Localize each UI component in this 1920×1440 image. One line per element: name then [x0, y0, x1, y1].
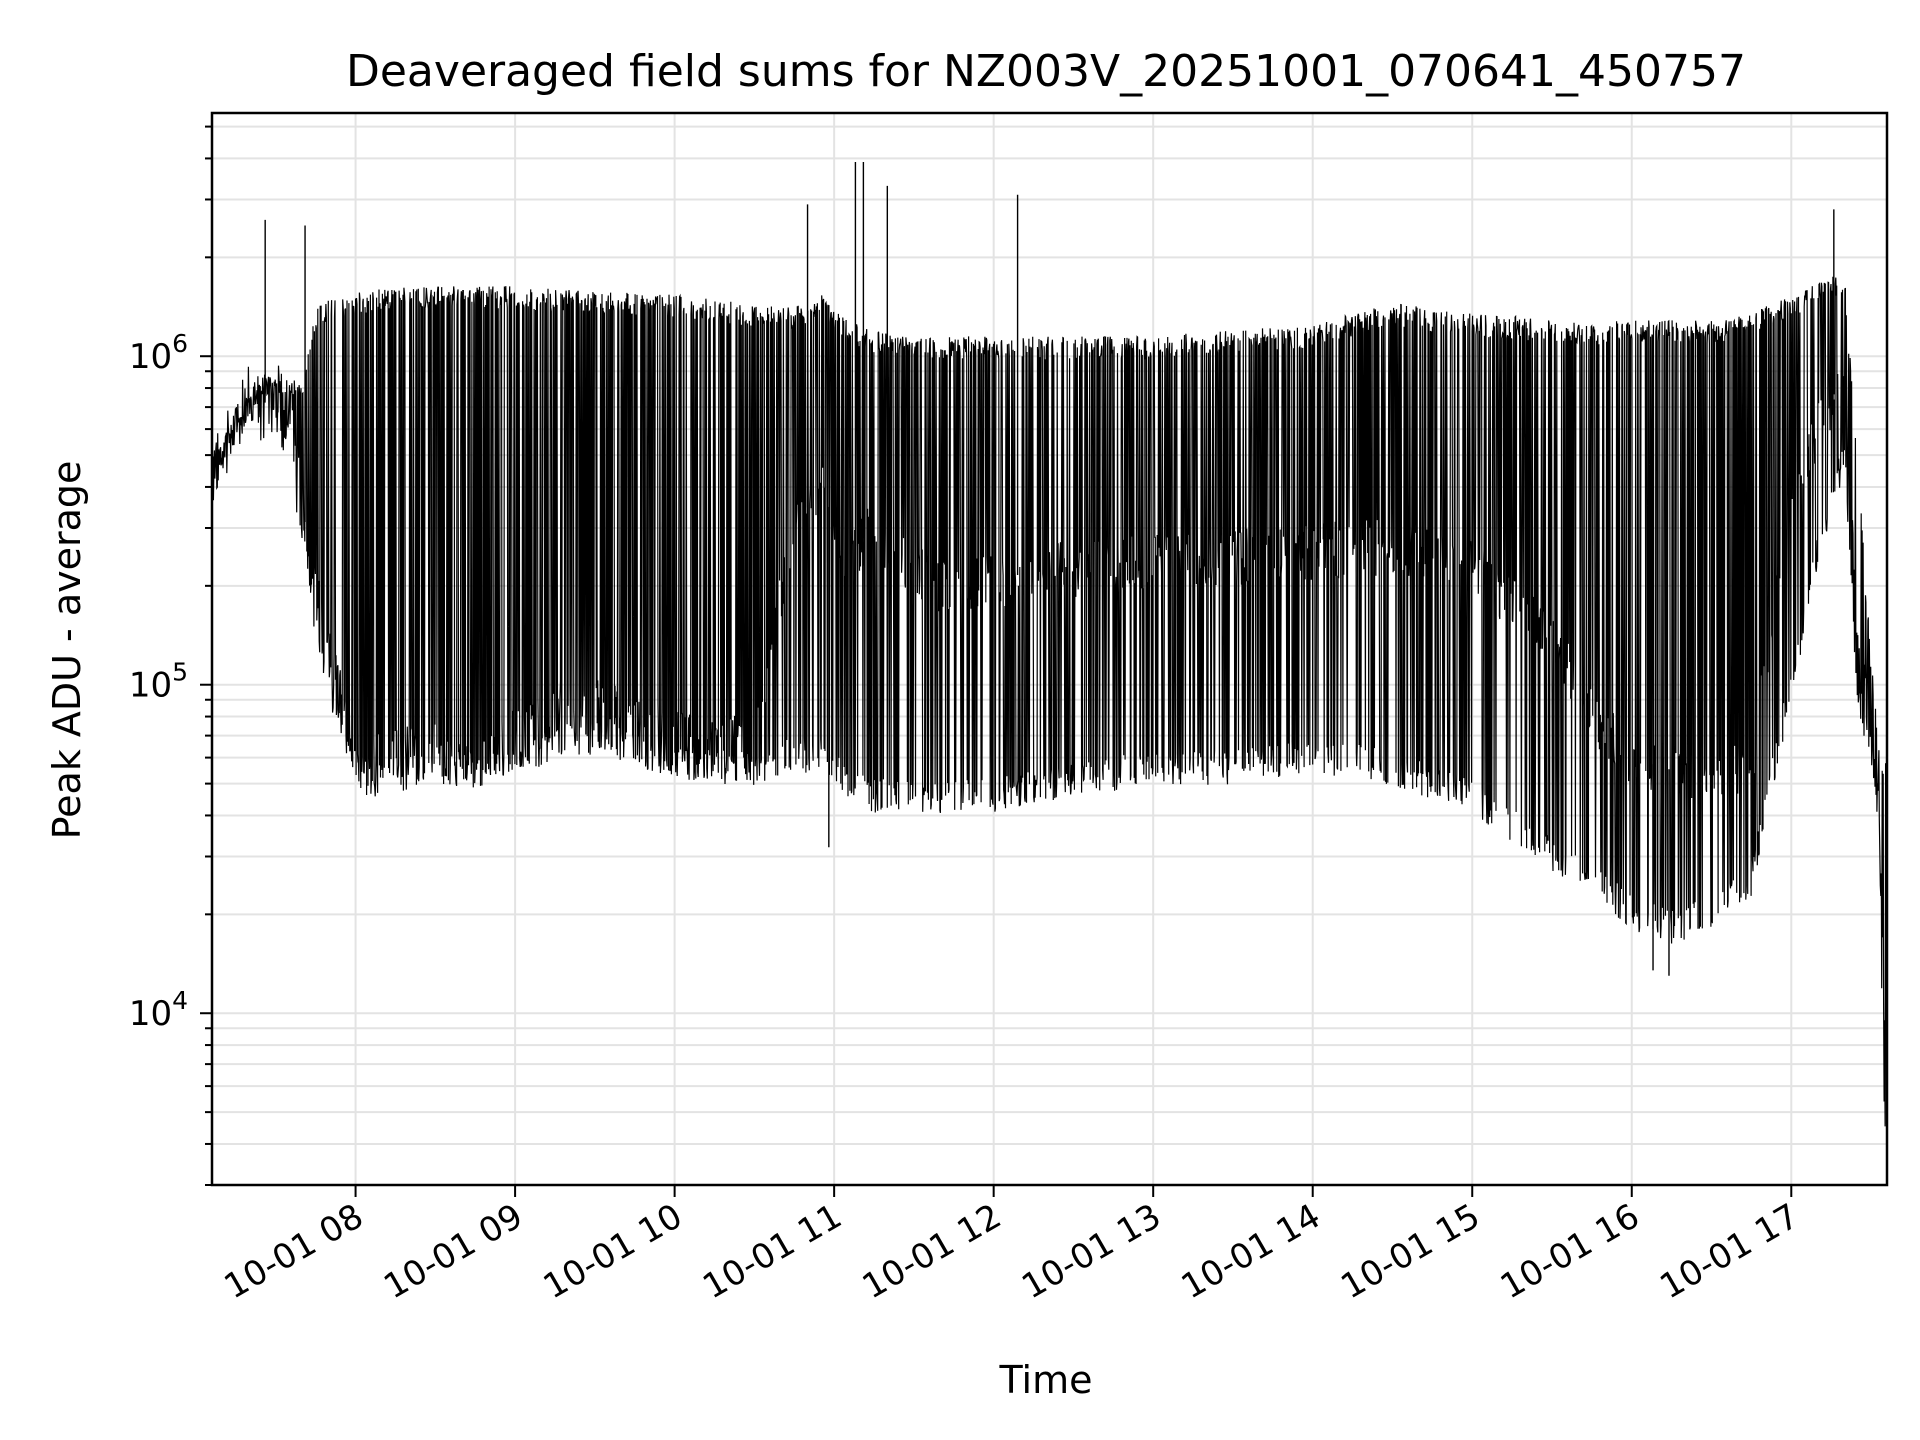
- y-axis-label: Peak ADU - average: [45, 461, 89, 840]
- plot-frame: [210, 111, 1889, 1187]
- x-axis-label: Time: [999, 1358, 1093, 1402]
- data-layer: [211, 162, 1888, 1127]
- y-tick-label: 105: [129, 658, 188, 706]
- series-line: [211, 276, 1888, 1127]
- y-tick-label: 106: [129, 329, 188, 377]
- chart-title: Deaveraged field sums for NZ003V_2025100…: [346, 46, 1746, 97]
- y-tick-label: 104: [129, 986, 188, 1034]
